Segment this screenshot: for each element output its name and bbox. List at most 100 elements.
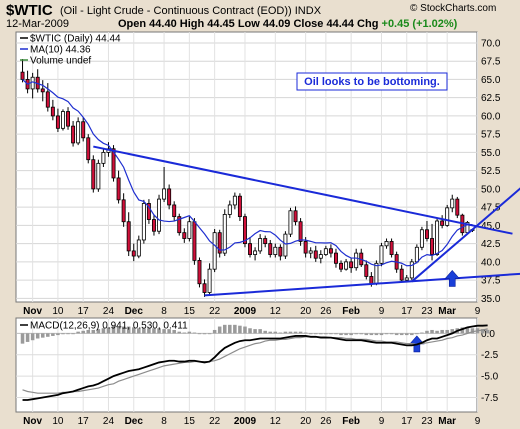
candle-up <box>273 246 278 255</box>
macd-histogram-bar <box>278 332 283 334</box>
macd-histogram-bar <box>56 333 60 336</box>
x-tick-label-bottom: 24 <box>103 416 115 427</box>
x-tick-label-bottom: 20 <box>300 416 312 427</box>
macd-histogram-bar <box>202 333 207 335</box>
macd-histogram-bar <box>450 329 455 334</box>
macd-histogram-bar <box>207 333 212 335</box>
x-tick-label-bottom: Feb <box>342 416 360 427</box>
price-tick-label: 70.0 <box>481 38 501 49</box>
candle-up <box>308 250 313 254</box>
macd-histogram-bar <box>410 333 414 336</box>
macd-histogram-bar <box>142 328 146 334</box>
price-legend-item: Volume undef <box>30 56 91 67</box>
x-tick-label-top: 22 <box>209 306 221 317</box>
candle-down <box>131 250 136 257</box>
candle-up <box>61 111 65 129</box>
x-tick-label-bottom: 15 <box>184 416 196 427</box>
candle-down <box>303 241 308 254</box>
macd-histogram-bar <box>233 324 237 334</box>
candle-up <box>136 239 141 257</box>
x-tick-label-bottom: 17 <box>401 416 413 427</box>
candle-up <box>283 233 288 257</box>
macd-histogram-bar <box>303 332 308 334</box>
candle-down <box>389 241 394 255</box>
macd-histogram-bar <box>339 333 343 336</box>
quote-values: Open 44.40 High 44.45 Low 44.09 Close 44… <box>118 18 379 30</box>
price-tick-label: 37.5 <box>481 276 501 287</box>
macd-histogram-bar <box>20 333 25 344</box>
macd-histogram-bar <box>329 333 333 335</box>
candle-down <box>45 91 50 108</box>
candle-down <box>40 88 45 93</box>
x-tick-label-bottom: 22 <box>209 416 221 427</box>
x-tick-label-bottom: 23 <box>421 416 433 427</box>
macd-histogram-bar <box>308 333 313 335</box>
candle-up <box>344 261 349 270</box>
symbol-title: $WTIC <box>6 2 53 19</box>
candle-down <box>237 195 242 218</box>
candle-down <box>202 283 207 293</box>
macd-histogram-bar <box>364 333 369 336</box>
candle-up <box>232 195 237 206</box>
candle-up <box>384 241 389 247</box>
macd-histogram-bar <box>399 333 404 336</box>
macd-histogram-bar <box>445 329 449 334</box>
candle-up <box>419 229 424 248</box>
x-tick-label-bottom: Nov <box>23 416 42 427</box>
macd-histogram-bar <box>319 333 323 335</box>
candle-down <box>399 268 404 281</box>
macd-histogram-bar <box>35 333 40 339</box>
macd-histogram-bar <box>167 329 171 334</box>
candle-up <box>354 252 359 269</box>
macd-histogram-bar <box>283 331 288 334</box>
macd-histogram-bar <box>248 328 252 334</box>
macd-histogram-bar <box>71 333 75 335</box>
candle-down <box>192 221 197 261</box>
macd-histogram-bar <box>359 333 364 335</box>
candle-down <box>177 216 182 234</box>
candle-down <box>425 229 429 239</box>
candle-down <box>263 238 268 245</box>
macd-histogram-bar <box>420 332 424 334</box>
macd-histogram-bar <box>425 330 429 334</box>
x-tick-label-top: 8 <box>161 306 167 317</box>
macd-histogram-bar <box>435 330 439 334</box>
candle-down <box>217 232 222 254</box>
price-tick-label: 45.0 <box>481 221 501 232</box>
candle-down <box>369 276 374 285</box>
x-tick-label-top: 26 <box>320 306 332 317</box>
price-tick-label: 40.0 <box>481 257 501 268</box>
candle-up <box>379 245 384 264</box>
macd-histogram-bar <box>177 331 182 334</box>
candle-up <box>30 76 35 90</box>
x-tick-label-bottom: 9 <box>379 416 385 427</box>
x-tick-label-bottom: 2009 <box>234 416 257 427</box>
candle-up <box>253 250 258 255</box>
candle-down <box>146 203 151 220</box>
chart-date: 12-Mar-2009 <box>6 18 69 30</box>
macd-tick-label: -5.0 <box>481 372 499 383</box>
candle-down <box>55 115 60 129</box>
candle-down <box>349 261 354 269</box>
candle-down <box>339 262 343 270</box>
symbol-subtitle: (Oil - Light Crude - Continuous Contract… <box>60 5 322 17</box>
candle-down <box>111 148 116 179</box>
candle-down <box>121 199 126 223</box>
candle-up <box>258 238 263 252</box>
macd-histogram-bar <box>258 329 262 334</box>
macd-histogram-bar <box>126 326 131 334</box>
price-tick-label: 47.5 <box>481 203 501 214</box>
candle-down <box>116 177 121 201</box>
price-tick-label: 62.5 <box>481 93 501 104</box>
candle-down <box>334 252 338 264</box>
price-tick-label: 50.0 <box>481 184 501 195</box>
x-tick-label-top: 10 <box>52 306 64 317</box>
candle-down <box>430 238 434 255</box>
macd-histogram-bar <box>137 328 141 334</box>
macd-histogram-bar <box>91 329 96 334</box>
candle-down <box>167 188 172 206</box>
macd-histogram-bar <box>384 333 389 335</box>
macd-histogram-bar <box>389 333 394 335</box>
